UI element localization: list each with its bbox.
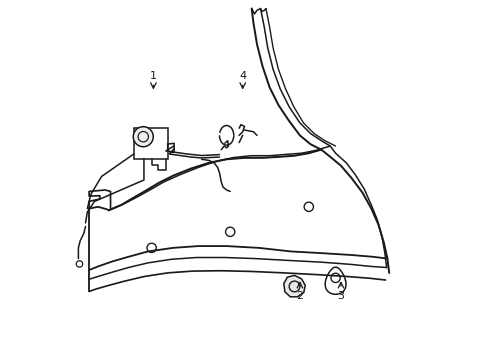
Text: 3: 3 xyxy=(337,291,344,301)
Bar xyxy=(134,128,167,158)
Polygon shape xyxy=(283,275,305,297)
Text: 1: 1 xyxy=(150,71,157,81)
Circle shape xyxy=(133,127,153,147)
Text: 2: 2 xyxy=(296,291,303,301)
Text: 4: 4 xyxy=(239,71,246,81)
